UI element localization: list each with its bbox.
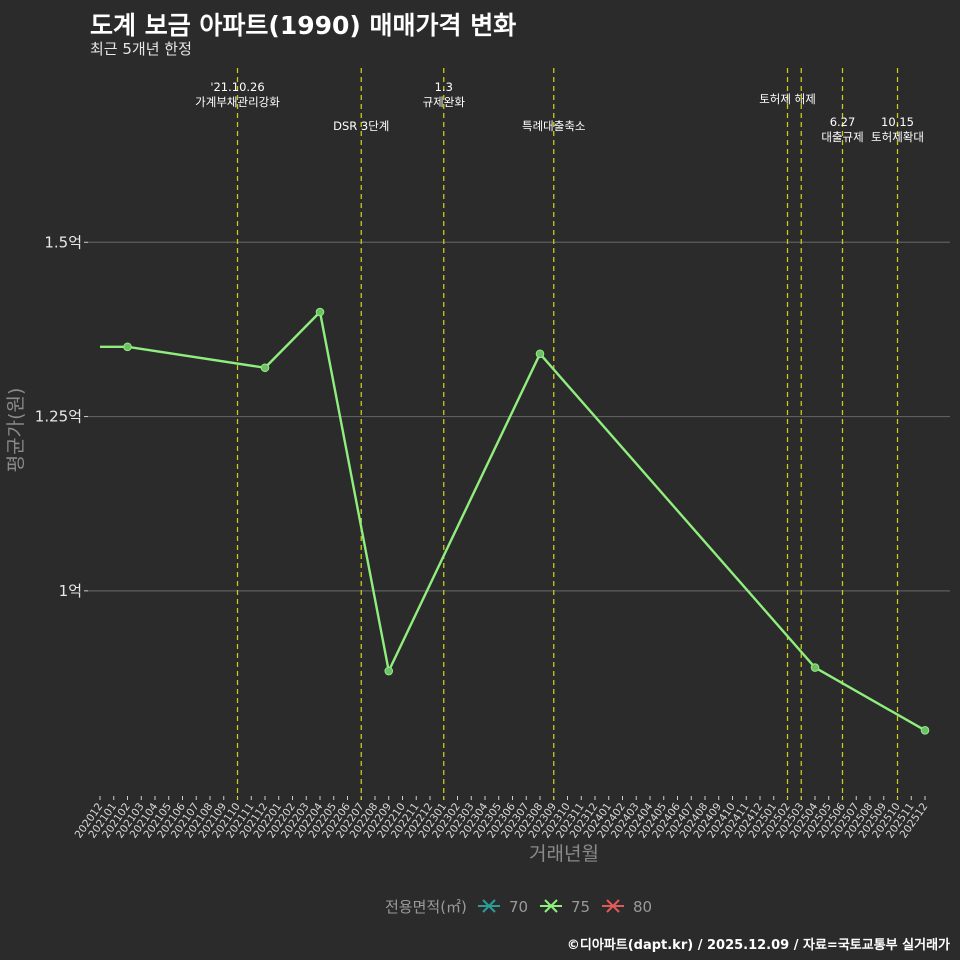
data-point xyxy=(384,666,394,676)
legend-key-cross xyxy=(544,899,558,913)
event-label: '21.10.26 xyxy=(210,80,264,94)
event-label: 가계부채관리강화 xyxy=(195,95,280,109)
y-tick-label: 1.5억 xyxy=(44,233,82,251)
data-point xyxy=(535,349,545,359)
y-tick-label: 1.25억 xyxy=(35,408,82,426)
legend-key-cross xyxy=(606,899,620,913)
y-tick-label: 1억 xyxy=(59,582,82,600)
series-line-75 xyxy=(100,310,926,732)
legend-label: 70 xyxy=(509,898,528,916)
chart-subtitle: 최근 5개년 한정 xyxy=(90,40,192,58)
event-label: 6.27 xyxy=(830,115,856,129)
data-point xyxy=(315,307,325,317)
event-label: 10.15 xyxy=(881,115,914,129)
x-axis-title: 거래년월 xyxy=(529,843,599,865)
legend-item-75: 75 xyxy=(540,898,590,916)
event-label: 규제완화 xyxy=(423,95,466,109)
source-caption: ©디아파트(dapt.kr) / 2025.12.09 / 자료=국토교통부 실… xyxy=(566,938,950,953)
event-label: 대출규제 xyxy=(821,130,863,144)
legend-label: 80 xyxy=(633,898,652,916)
legend-label: 75 xyxy=(571,898,590,916)
event-label: 특례대출축소 xyxy=(522,119,585,133)
legend-item-70: 70 xyxy=(478,898,528,916)
y-axis-title: 평균가(원) xyxy=(5,388,27,473)
data-point xyxy=(810,663,820,672)
event-label: 1.3 xyxy=(435,80,453,94)
event-label: 토허제 해제 xyxy=(759,92,816,106)
legend-title: 전용면적(㎡) xyxy=(385,898,467,916)
data-point xyxy=(920,725,930,735)
chart-title: 도계 보금 아파트(1990) 매매가격 변화 xyxy=(90,11,517,40)
legend-item-80: 80 xyxy=(602,898,652,916)
data-point xyxy=(123,342,132,352)
legend-key-cross xyxy=(482,899,496,913)
event-label: 토허제확대 xyxy=(871,130,924,144)
event-label: DSR 3단계 xyxy=(333,119,389,133)
data-point xyxy=(260,363,270,373)
